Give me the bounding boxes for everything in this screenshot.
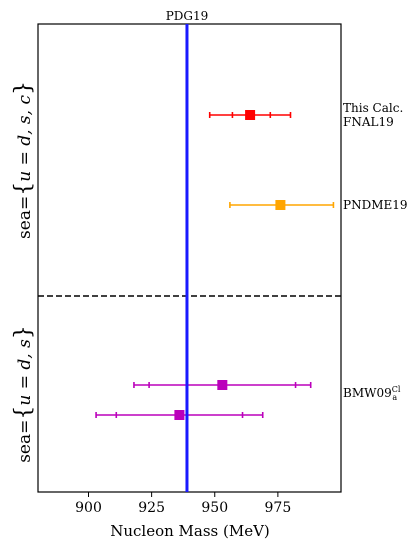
- data-point-3: [133, 380, 312, 390]
- data-point-1: [208, 110, 292, 120]
- group-label-flavors: u = d, s: [15, 339, 35, 406]
- series-label-line: FNAL19: [343, 115, 394, 129]
- central-value-marker: [275, 200, 286, 210]
- central-value-marker: [245, 110, 256, 120]
- data-point-4: [95, 410, 264, 420]
- plot-frame: [37, 23, 342, 493]
- central-value-marker: [174, 410, 185, 420]
- series-label-subscript: a: [392, 393, 397, 402]
- group-label-prefix: sea=: [15, 420, 35, 463]
- series-labels: This Calc. FNAL19 PNDME19 BMW09Cl a: [343, 101, 408, 402]
- x-tick-label-975: 975: [265, 500, 292, 516]
- series-label-line: This Calc.: [343, 101, 403, 115]
- x-tick-label-950: 950: [201, 500, 228, 516]
- series-label-2: PNDME19: [343, 198, 408, 212]
- group-label-brace-close: }: [11, 325, 36, 339]
- group-label-brace-open: {: [11, 406, 36, 420]
- data-marks: [95, 110, 335, 420]
- group-label-top: sea={u = d, s, c}: [11, 81, 36, 239]
- group-label-flavors: u = d, s, c: [15, 95, 35, 182]
- reference-label: PDG19: [166, 9, 209, 23]
- x-axis-title: Nucleon Mass (MeV): [110, 522, 270, 540]
- group-label-bottom: sea={u = d, s}: [11, 325, 36, 463]
- group-label-prefix: sea=: [15, 196, 35, 239]
- x-tick-label-900: 900: [75, 500, 102, 516]
- central-value-marker: [217, 380, 228, 390]
- series-label-superscript: Cl: [392, 385, 401, 394]
- data-point-2: [229, 200, 335, 210]
- series-label-line: PNDME19: [343, 198, 408, 212]
- series-label-line: BMW09: [343, 386, 392, 400]
- x-tick-label-925: 925: [138, 500, 165, 516]
- group-label-brace-open: {: [11, 182, 36, 196]
- x-axis-ticks: 900 925 950 975: [75, 492, 291, 516]
- series-label-3: BMW09Cl a: [343, 385, 401, 402]
- group-label-brace-close: }: [11, 81, 36, 95]
- series-label-1: This Calc. FNAL19: [343, 101, 403, 129]
